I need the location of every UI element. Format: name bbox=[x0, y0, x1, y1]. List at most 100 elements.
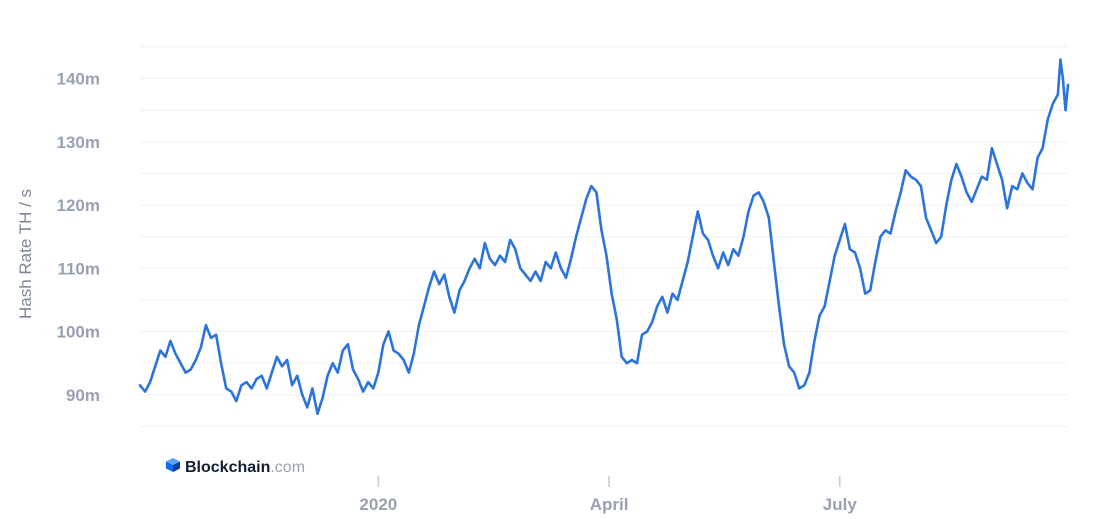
data-point bbox=[960, 175, 963, 178]
data-point bbox=[514, 248, 517, 251]
y-tick-label: 140m bbox=[57, 70, 100, 89]
data-point bbox=[483, 242, 486, 244]
data-point bbox=[722, 251, 725, 254]
data-point bbox=[1041, 147, 1044, 150]
data-point bbox=[686, 261, 689, 263]
data-point bbox=[194, 359, 197, 361]
data-point bbox=[306, 406, 309, 409]
data-point bbox=[945, 204, 948, 207]
data-point bbox=[925, 216, 927, 219]
data-point bbox=[955, 163, 958, 165]
data-point bbox=[275, 355, 278, 358]
data-point bbox=[494, 264, 496, 267]
data-point bbox=[930, 229, 933, 232]
data-point bbox=[656, 305, 659, 308]
data-point bbox=[189, 368, 192, 371]
data-point bbox=[1064, 109, 1067, 112]
data-point bbox=[808, 371, 811, 374]
data-point bbox=[767, 216, 770, 219]
data-point bbox=[909, 175, 912, 178]
data-point bbox=[1067, 83, 1069, 86]
data-point bbox=[1051, 102, 1054, 105]
data-point bbox=[270, 371, 273, 374]
data-point bbox=[296, 374, 299, 377]
data-point bbox=[534, 270, 537, 273]
data-point bbox=[281, 365, 283, 368]
data-point bbox=[362, 390, 365, 393]
brand-name: Blockchain bbox=[185, 458, 271, 476]
data-point bbox=[965, 191, 968, 194]
x-tick-label: April bbox=[590, 495, 629, 514]
y-tick-label: 110m bbox=[57, 259, 100, 278]
data-point bbox=[570, 257, 572, 260]
data-point bbox=[651, 321, 654, 324]
hash-rate-line bbox=[138, 58, 1070, 415]
data-point bbox=[478, 267, 481, 270]
data-point bbox=[630, 359, 633, 361]
data-point bbox=[798, 387, 801, 390]
data-point bbox=[539, 280, 542, 282]
data-point bbox=[747, 210, 750, 213]
data-point bbox=[985, 178, 988, 181]
data-point bbox=[565, 276, 567, 279]
y-tick-label: 120m bbox=[57, 196, 100, 215]
data-point bbox=[473, 257, 476, 260]
data-point bbox=[260, 374, 263, 377]
data-point bbox=[488, 257, 491, 260]
blockchain-watermark[interactable]: Blockchain .com bbox=[165, 457, 305, 478]
data-point bbox=[762, 200, 765, 203]
data-point bbox=[884, 229, 887, 232]
data-point bbox=[838, 238, 841, 241]
data-point bbox=[1061, 77, 1064, 80]
data-point bbox=[210, 336, 212, 339]
data-point bbox=[159, 349, 162, 352]
data-point bbox=[1011, 185, 1014, 188]
blockchain-cube-icon bbox=[165, 457, 181, 478]
data-point bbox=[833, 254, 836, 257]
data-point bbox=[691, 235, 694, 238]
data-point bbox=[509, 238, 512, 241]
data-point bbox=[301, 393, 304, 396]
data-point bbox=[813, 340, 816, 342]
data-point bbox=[600, 229, 603, 232]
data-point bbox=[712, 254, 714, 257]
data-point bbox=[321, 396, 324, 399]
data-point bbox=[387, 330, 390, 333]
data-point bbox=[331, 362, 334, 365]
data-point bbox=[701, 232, 704, 235]
data-point bbox=[433, 270, 436, 273]
data-point bbox=[1021, 172, 1024, 175]
data-point bbox=[1031, 188, 1034, 191]
data-point bbox=[874, 261, 877, 263]
data-point bbox=[970, 200, 973, 203]
data-point bbox=[793, 371, 796, 374]
data-point bbox=[828, 280, 831, 282]
x-axis: 2020 April July bbox=[359, 476, 857, 514]
data-point bbox=[397, 352, 400, 355]
data-point bbox=[727, 264, 730, 267]
data-point bbox=[448, 295, 451, 298]
data-point bbox=[854, 251, 856, 254]
data-point bbox=[803, 384, 806, 387]
data-point bbox=[519, 267, 522, 270]
data-point bbox=[225, 387, 228, 390]
data-point bbox=[417, 324, 420, 327]
data-point bbox=[788, 365, 791, 368]
data-point bbox=[341, 349, 344, 352]
data-point bbox=[575, 235, 578, 238]
data-point bbox=[235, 400, 238, 403]
data-point bbox=[463, 280, 466, 282]
data-point bbox=[443, 273, 446, 276]
data-point bbox=[265, 387, 268, 390]
x-tick-label: July bbox=[823, 495, 858, 514]
data-point bbox=[757, 191, 760, 194]
data-point bbox=[179, 362, 182, 365]
y-tick-label: 100m bbox=[57, 323, 100, 342]
data-point bbox=[286, 359, 289, 361]
data-point bbox=[372, 387, 375, 390]
data-point bbox=[595, 191, 598, 194]
data-point bbox=[428, 286, 430, 289]
data-point bbox=[1046, 118, 1049, 121]
y-axis: 90m 100m 110m 120m 130m 140m bbox=[57, 70, 100, 405]
